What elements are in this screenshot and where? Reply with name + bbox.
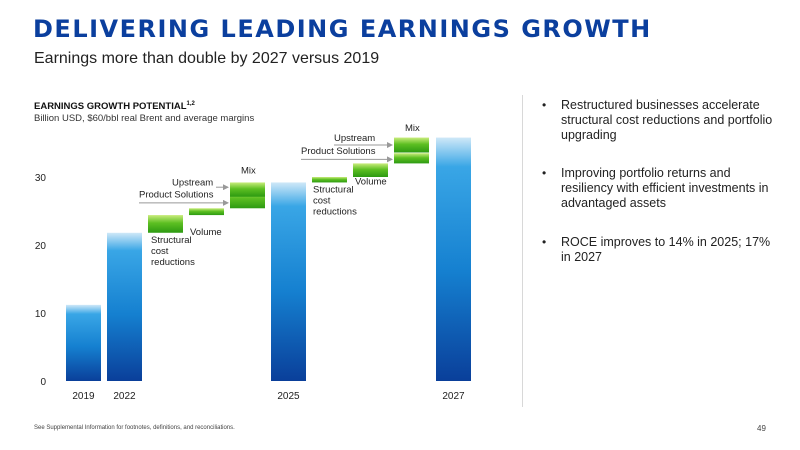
- mix-label: Mix: [405, 123, 420, 134]
- page-subtitle: Earnings more than double by 2027 versus…: [34, 50, 380, 67]
- y-tick-label: 10: [35, 309, 47, 320]
- step-bar: [148, 215, 183, 233]
- total-bar-2019: [66, 304, 101, 381]
- chart-title: EARNINGS GROWTH POTENTIAL1,2: [34, 101, 195, 112]
- page-title: DELIVERING LEADING EARNINGS GROWTH: [33, 15, 652, 43]
- step-label: Product Solutions: [301, 146, 376, 157]
- column-divider: [522, 95, 523, 407]
- bullet-glyph: •: [542, 235, 547, 249]
- step-label: cost: [151, 246, 169, 257]
- step-label: cost: [313, 196, 331, 207]
- chart-title-text: EARNINGS GROWTH POTENTIAL: [34, 101, 187, 113]
- chart-subtitle: Billion USD, $60/bbl real Brent and aver…: [34, 113, 255, 124]
- x-tick-label: 2019: [72, 391, 95, 402]
- step-label: Volume: [190, 227, 222, 238]
- step-bar: [230, 182, 265, 197]
- key-point: • ROCE improves to 14% in 2025; 17% in 20…: [542, 235, 782, 265]
- bullet-glyph: •: [542, 166, 547, 180]
- step-bar: [189, 208, 224, 216]
- step-label: reductions: [151, 257, 195, 268]
- step-bar: [312, 177, 347, 183]
- step-label: Product Solutions: [139, 190, 214, 201]
- step-label: reductions: [313, 207, 357, 218]
- key-point: • Improving portfolio returns and resilie…: [542, 166, 782, 211]
- x-tick-label: 2022: [113, 391, 136, 402]
- step-label: Upstream: [334, 133, 375, 144]
- x-tick-label: 2025: [277, 391, 300, 402]
- total-bar-2027: [436, 137, 471, 381]
- step-label: Structural: [151, 235, 192, 246]
- key-point-text: ROCE improves to 14% in 2025; 17% in 202…: [561, 235, 771, 264]
- step-bar: [353, 163, 388, 177]
- total-bar-2022: [107, 232, 142, 381]
- mix-label: Mix: [241, 166, 256, 177]
- step-bar: [394, 137, 429, 153]
- step-label: Structural: [313, 185, 354, 196]
- step-bar: [394, 153, 429, 164]
- page-number: 49: [757, 424, 766, 433]
- footnote: See Supplemental Information for footnot…: [34, 425, 235, 431]
- y-tick-label: 0: [40, 377, 46, 388]
- step-label: Upstream: [172, 177, 213, 188]
- key-point-text: Restructured businesses accelerate struc…: [561, 98, 773, 142]
- y-tick-label: 20: [35, 241, 47, 252]
- y-tick-label: 30: [35, 173, 47, 184]
- x-tick-label: 2027: [442, 391, 465, 402]
- bullet-glyph: •: [542, 98, 547, 112]
- key-point-text: Improving portfolio returns and resilien…: [561, 166, 769, 210]
- chart-title-footnote: 1,2: [186, 101, 195, 107]
- key-point: • Restructured businesses accelerate stru…: [542, 98, 782, 143]
- step-label: Volume: [355, 176, 387, 187]
- total-bar-2025: [271, 182, 306, 381]
